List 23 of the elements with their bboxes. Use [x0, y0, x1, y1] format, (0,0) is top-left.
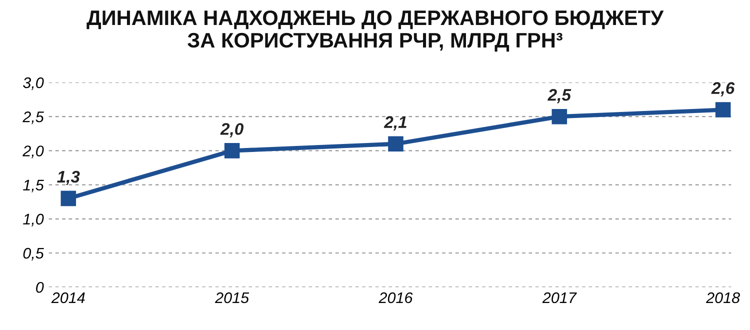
y-tick-label: 2,0: [22, 146, 44, 158]
data-label: 2,0: [220, 123, 244, 138]
x-tick-label: 2014: [51, 292, 85, 304]
data-label: 1,3: [57, 170, 80, 186]
y-tick-label: 3,0: [23, 77, 44, 90]
chart-title: ДИНАМІКА НАДХОДЖЕНЬ ДО ДЕРЖАВНОГО БЮДЖЕТУ ЗА КОРИСТУВАННЯ РЧР, МЛРД ГРН³: [86, 10, 664, 52]
x-tick-label: 2015: [214, 292, 250, 304]
y-tick-label: 1,5: [23, 180, 44, 192]
data-label: 2,5: [548, 89, 572, 104]
data-label: 2,1: [384, 116, 406, 130]
point: [388, 136, 404, 152]
y-tick-label: 0,5: [23, 248, 44, 260]
y-tick-label: 2,5: [22, 111, 44, 124]
point: [224, 143, 240, 158]
y-tick-label: 1,0: [23, 214, 44, 226]
x-tick-label: 2016: [378, 292, 413, 304]
point: [715, 102, 731, 118]
x-tick-label: 2017: [542, 292, 577, 304]
point: [552, 108, 568, 124]
y-tick-label: 0: [36, 282, 44, 293]
data-label: 2,6: [711, 82, 735, 96]
point: [60, 190, 76, 206]
x-tick-label: 2018: [706, 292, 740, 304]
